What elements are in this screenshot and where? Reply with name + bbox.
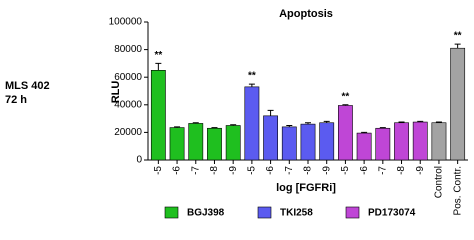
bar — [319, 122, 335, 161]
y-tick-label: 100000 — [109, 17, 143, 28]
bar — [412, 121, 428, 161]
x-tick-label: -8 — [396, 166, 407, 175]
legend-swatch — [345, 206, 360, 219]
error-bar — [323, 120, 330, 123]
x-tick-label: -5 — [153, 166, 164, 175]
bar — [207, 127, 222, 161]
x-tick-label: -6 — [265, 166, 276, 175]
legend-swatch — [257, 206, 272, 219]
bar — [300, 123, 316, 161]
x-tick-label: -6 — [359, 166, 370, 175]
annotation: ** — [454, 31, 462, 42]
error-bar — [211, 127, 218, 129]
bar — [263, 115, 278, 161]
x-tick-label: -8 — [209, 166, 220, 175]
y-tick-label: 0 — [136, 155, 142, 166]
legend-label: PD173074 — [368, 208, 416, 219]
legend-label: TKI258 — [280, 208, 313, 219]
legend-swatch — [164, 206, 179, 219]
bar — [338, 105, 353, 161]
bar — [150, 70, 166, 161]
y-tick-label: 60000 — [114, 72, 142, 83]
chart-title: Apoptosis — [279, 8, 333, 20]
error-bar — [286, 125, 293, 127]
y-tick-label: 80000 — [114, 44, 142, 55]
x-tick-label: -9 — [228, 166, 239, 175]
x-tick-label: -8 — [303, 166, 314, 175]
bar — [188, 123, 204, 161]
bar — [394, 122, 409, 161]
chart: Apoptosis MLS 402 72 h RLU log [FGFRi] 0… — [5, 8, 468, 219]
x-tick-label: Pos. Contr. — [452, 166, 463, 215]
error-bar — [305, 122, 311, 125]
annotation: ** — [248, 71, 256, 82]
y-tick-label: 40000 — [114, 99, 142, 110]
x-axis-label: log [FGFRi] — [276, 182, 336, 194]
annotation: ** — [342, 91, 350, 102]
x-tick-label: Control — [434, 166, 445, 198]
error-bar — [248, 83, 255, 87]
error-bar — [361, 131, 368, 134]
x-tick-label: -9 — [321, 166, 332, 175]
error-bar — [267, 109, 274, 116]
bar — [356, 132, 372, 161]
error-bar — [398, 121, 405, 123]
error-bar — [379, 127, 386, 129]
error-bar — [417, 120, 424, 123]
bar — [281, 126, 297, 161]
error-bar — [192, 122, 199, 124]
annotation: ** — [154, 50, 162, 61]
x-tick-label: -7 — [284, 166, 295, 175]
x-tick-label: -7 — [377, 166, 388, 175]
legend-label: BGJ398 — [187, 208, 225, 219]
y-tick-label: 20000 — [114, 127, 142, 138]
bar — [169, 127, 185, 161]
x-tick-label: -6 — [172, 166, 183, 175]
bar — [244, 86, 260, 161]
bar — [431, 122, 447, 161]
error-bar — [174, 126, 181, 128]
x-tick-label: -7 — [190, 166, 201, 175]
x-tick-label: -5 — [340, 166, 351, 175]
x-tick-label: -9 — [415, 166, 426, 175]
error-bar — [155, 62, 162, 71]
x-tick-label: -5 — [247, 166, 258, 175]
error-bar — [435, 121, 442, 123]
error-bar — [230, 124, 237, 126]
side-label: MLS 402 — [5, 80, 50, 92]
error-bar — [454, 43, 461, 49]
error-bar — [342, 104, 349, 106]
bar — [225, 125, 241, 161]
bar — [450, 47, 466, 161]
y-axis-label: RLU — [110, 81, 122, 104]
bar — [375, 127, 391, 161]
side-label: 72 h — [5, 94, 27, 106]
